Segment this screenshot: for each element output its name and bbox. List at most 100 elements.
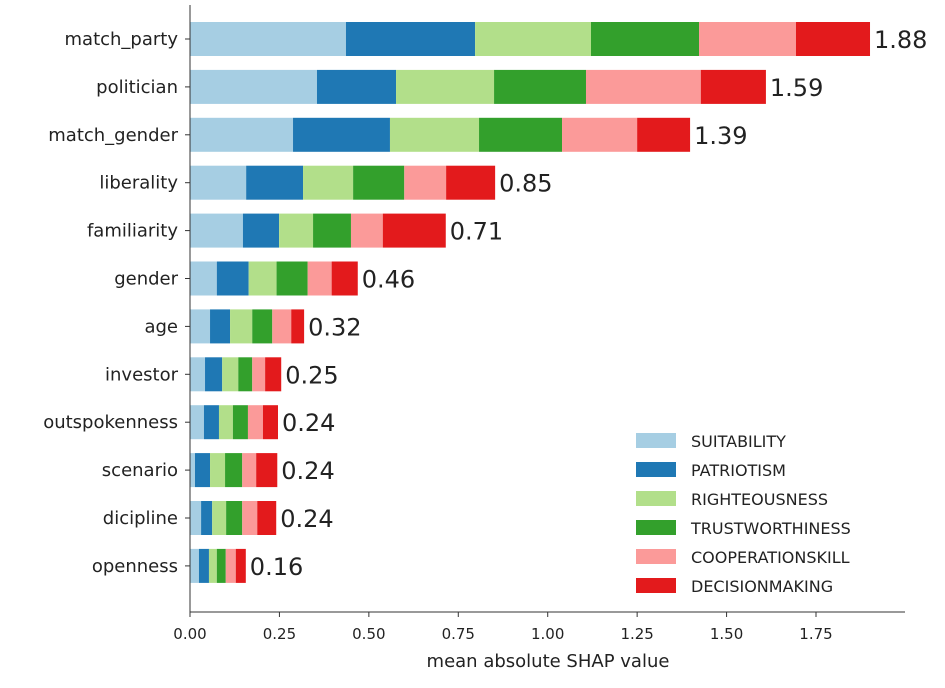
bar-segment-liberality-suitability bbox=[190, 165, 247, 200]
bar-segment-age-decisionmaking bbox=[291, 309, 305, 344]
y-tick-label: openness bbox=[92, 556, 178, 577]
x-tick-label: 1.50 bbox=[710, 625, 743, 643]
total-label: 0.24 bbox=[280, 505, 333, 533]
bar-segment-familiarity-patriotism bbox=[242, 213, 280, 248]
bar-segment-gender-patriotism bbox=[216, 261, 249, 296]
x-tick-label: 0.25 bbox=[263, 625, 296, 643]
x-ticks: 0.00 0.25 0.50 0.75 1.00 1.25 1.50 1.75 bbox=[173, 612, 833, 643]
bar-segment-investor-righteousness bbox=[222, 357, 239, 392]
bar-segment-scenario-righteousness bbox=[210, 453, 226, 488]
x-tick-label: 0.00 bbox=[173, 625, 206, 643]
total-label: 1.88 bbox=[874, 26, 927, 54]
y-tick-label: age bbox=[144, 316, 178, 337]
bar-segment-investor-suitability bbox=[190, 357, 206, 392]
bar-segment-scenario-cooperationskill bbox=[242, 453, 257, 488]
bar-segment-dicipline-patriotism bbox=[201, 501, 213, 535]
bar-segment-scenario-suitability bbox=[190, 453, 196, 488]
bar-segment-outspokenness-trustworthiness bbox=[232, 405, 248, 440]
bar-segment-match_gender-decisionmaking bbox=[637, 117, 691, 152]
total-label: 0.71 bbox=[450, 218, 503, 246]
y-tick-label: match_party bbox=[65, 29, 179, 50]
bar-segment-age-patriotism bbox=[210, 309, 231, 344]
total-label: 1.59 bbox=[770, 74, 823, 102]
y-tick-label: investor bbox=[105, 364, 179, 385]
bar-segment-age-cooperationskill bbox=[272, 309, 292, 344]
bars bbox=[190, 22, 871, 583]
bar-segment-investor-trustworthiness bbox=[238, 357, 253, 392]
y-tick-label: dicipline bbox=[103, 508, 178, 529]
bar-segment-gender-suitability bbox=[190, 261, 217, 296]
total-label: 0.85 bbox=[499, 170, 552, 198]
bar-segment-match_party-righteousness bbox=[475, 22, 591, 56]
y-tick-label: match_gender bbox=[48, 125, 178, 146]
legend-swatch bbox=[636, 433, 676, 448]
y-tick-label: outspokenness bbox=[43, 412, 178, 433]
legend-swatch bbox=[636, 491, 676, 506]
bar-segment-liberality-patriotism bbox=[246, 165, 304, 200]
bar-segment-familiarity-righteousness bbox=[279, 213, 314, 248]
x-tick-label: 1.75 bbox=[799, 625, 832, 643]
bar-segment-liberality-decisionmaking bbox=[446, 165, 496, 200]
bar-segment-gender-righteousness bbox=[248, 261, 277, 296]
y-tick-label: familiarity bbox=[87, 221, 178, 242]
x-tick-label: 1.25 bbox=[620, 625, 653, 643]
bar-segment-match_gender-trustworthiness bbox=[479, 117, 563, 152]
y-tick-label: liberality bbox=[99, 173, 178, 194]
legend-swatch bbox=[636, 578, 676, 593]
total-label: 1.39 bbox=[694, 122, 747, 150]
bar-segment-scenario-decisionmaking bbox=[256, 453, 278, 488]
bar-segment-liberality-trustworthiness bbox=[353, 165, 405, 200]
total-label: 0.24 bbox=[282, 409, 335, 437]
bar-segment-outspokenness-righteousness bbox=[218, 405, 233, 440]
bar-segment-gender-decisionmaking bbox=[331, 261, 358, 296]
legend-swatch bbox=[636, 520, 676, 535]
bar-segment-age-trustworthiness bbox=[252, 309, 273, 344]
bar-segment-politician-righteousness bbox=[396, 69, 495, 104]
bar-segment-gender-cooperationskill bbox=[307, 261, 332, 296]
bar-segment-politician-trustworthiness bbox=[494, 69, 586, 104]
total-label: 0.16 bbox=[250, 553, 303, 581]
bar-segment-gender-trustworthiness bbox=[276, 261, 308, 296]
bar-segment-openness-cooperationskill bbox=[225, 548, 236, 583]
bar-segment-openness-trustworthiness bbox=[216, 548, 226, 583]
bar-segment-dicipline-trustworthiness bbox=[226, 501, 243, 535]
bar-segment-liberality-righteousness bbox=[303, 165, 354, 200]
bar-segment-outspokenness-suitability bbox=[190, 405, 204, 440]
bar-segment-investor-cooperationskill bbox=[252, 357, 266, 392]
bar-segment-match_party-suitability bbox=[190, 22, 346, 56]
bar-segment-dicipline-righteousness bbox=[212, 501, 227, 535]
bar-segment-match_party-trustworthiness bbox=[590, 22, 700, 56]
bar-segment-investor-decisionmaking bbox=[265, 357, 282, 392]
y-tick-label: politician bbox=[96, 77, 178, 98]
bar-segment-openness-suitability bbox=[190, 548, 199, 583]
legend-label: SUITABILITY bbox=[691, 432, 786, 451]
y-tick-label: scenario bbox=[102, 460, 178, 481]
legend-label: COOPERATIONSKILL bbox=[691, 548, 850, 567]
x-tick-label: 1.00 bbox=[531, 625, 564, 643]
bar-segment-match_party-patriotism bbox=[345, 22, 476, 56]
legend-swatch bbox=[636, 462, 676, 477]
bar-segment-match_gender-righteousness bbox=[389, 117, 480, 152]
bar-segment-match_gender-cooperationskill bbox=[562, 117, 638, 152]
bar-segment-politician-cooperationskill bbox=[585, 69, 701, 104]
bar-segment-age-righteousness bbox=[230, 309, 253, 344]
bar-segment-match_party-decisionmaking bbox=[795, 22, 871, 56]
x-tick-label: 0.75 bbox=[442, 625, 475, 643]
y-tick-labels: match_party politician match_genderliberal… bbox=[43, 29, 190, 577]
bar-segment-liberality-cooperationskill bbox=[404, 165, 447, 200]
legend-label: DECISIONMAKING bbox=[691, 577, 833, 596]
legend-label: TRUSTWORTHINESS bbox=[690, 519, 851, 538]
bar-segment-outspokenness-decisionmaking bbox=[262, 405, 278, 440]
bar-segment-politician-decisionmaking bbox=[700, 69, 766, 104]
bar-segment-familiarity-decisionmaking bbox=[382, 213, 446, 248]
bar-segment-openness-righteousness bbox=[208, 548, 217, 583]
bar-segment-match_gender-patriotism bbox=[293, 117, 390, 152]
total-label: 0.46 bbox=[362, 266, 415, 294]
total-label: 0.25 bbox=[285, 361, 338, 389]
bar-segment-politician-suitability bbox=[190, 69, 317, 104]
bar-segment-scenario-trustworthiness bbox=[225, 453, 243, 488]
bar-segment-age-suitability bbox=[190, 309, 211, 344]
legend-swatch bbox=[636, 549, 676, 564]
bar-segment-openness-decisionmaking bbox=[235, 548, 246, 583]
